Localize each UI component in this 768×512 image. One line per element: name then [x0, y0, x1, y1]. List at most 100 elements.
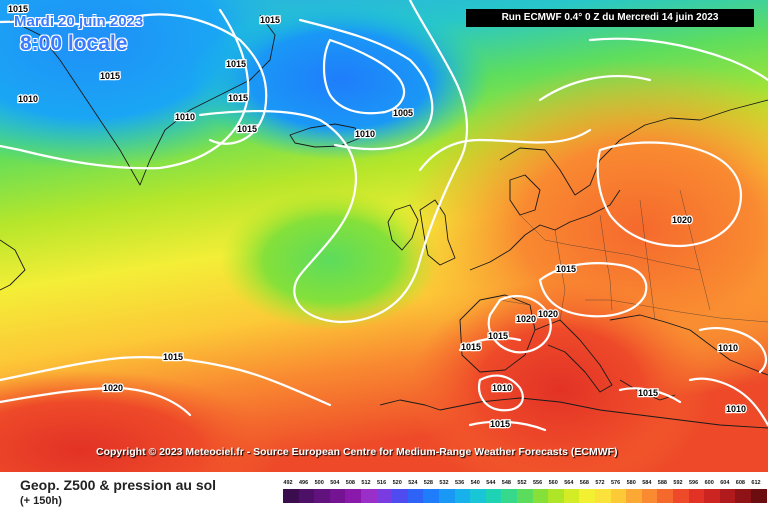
scale-label: 596 — [689, 480, 699, 486]
scale-swatch — [673, 489, 689, 503]
scale-swatch — [345, 489, 361, 503]
isobar-label: 1015 — [461, 342, 481, 352]
scale-label: 536 — [455, 480, 465, 486]
scale-label: 600 — [704, 480, 714, 486]
low-iceland — [190, 0, 490, 160]
isobar-label: 1015 — [488, 331, 508, 341]
copyright-notice: Copyright © 2023 Meteociel.fr - Source E… — [96, 446, 618, 458]
scale-label: 492 — [283, 480, 293, 486]
isobar-label: 1015 — [163, 352, 183, 362]
scale-swatch — [735, 489, 751, 503]
isobar-label: 1020 — [516, 314, 536, 324]
scale-swatch — [704, 489, 720, 503]
scale-label: 524 — [408, 480, 418, 486]
map-title: Geop. Z500 & pression au sol — [20, 477, 217, 493]
isobar-label: 1015 — [8, 4, 28, 14]
scale-label: 552 — [517, 480, 527, 486]
isobar-label: 1015 — [237, 124, 257, 134]
isobar-label: 1015 — [100, 71, 120, 81]
scale-swatch — [657, 489, 673, 503]
scale-swatch — [298, 489, 315, 503]
scale-label: 604 — [720, 480, 730, 486]
scale-swatch — [688, 489, 705, 503]
scale-swatch — [610, 489, 627, 503]
heat-mediterranean — [410, 280, 710, 472]
isobar-label: 1020 — [103, 383, 123, 393]
isobar-label: 1015 — [490, 419, 510, 429]
scale-swatch — [579, 489, 595, 503]
scale-label: 564 — [564, 480, 574, 486]
scale-label: 516 — [377, 480, 387, 486]
scale-label: 592 — [673, 480, 683, 486]
scale-swatch — [329, 489, 346, 503]
scale-label: 504 — [330, 480, 340, 486]
scale-label: 572 — [595, 480, 605, 486]
scale-label: 500 — [314, 480, 324, 486]
isobar-label: 1015 — [556, 264, 576, 274]
trough-atlantic — [220, 190, 440, 330]
scale-swatch — [392, 489, 408, 503]
isobar-label: 1005 — [393, 108, 413, 118]
scale-swatch — [439, 489, 455, 503]
scale-label: 576 — [611, 480, 621, 486]
isobar-label: 1015 — [638, 388, 658, 398]
scale-swatch — [376, 489, 393, 503]
scale-swatch — [470, 489, 486, 503]
scale-swatch — [454, 489, 471, 503]
forecast-date: Mardi 20 juin 2023 — [14, 13, 144, 30]
isobar-label: 1015 — [228, 93, 248, 103]
scale-label: 520 — [392, 480, 402, 486]
scale-label: 588 — [657, 480, 667, 486]
scale-label: 540 — [470, 480, 480, 486]
scale-swatch — [283, 489, 299, 503]
scale-label: 556 — [533, 480, 543, 486]
isobar-label: 1010 — [175, 112, 195, 122]
isobar-label: 1015 — [226, 59, 246, 69]
forecast-lead-time: (+ 150h) — [20, 495, 62, 507]
scale-swatch — [563, 489, 580, 503]
scale-swatch — [719, 489, 736, 503]
isobar-label: 1015 — [260, 15, 280, 25]
scale-swatch — [751, 489, 767, 503]
scale-label: 548 — [501, 480, 511, 486]
isobar-label: 1010 — [492, 383, 512, 393]
scale-swatch — [641, 489, 658, 503]
isobar-label: 1010 — [355, 129, 375, 139]
scale-swatch — [485, 489, 502, 503]
scale-label: 580 — [626, 480, 636, 486]
run-info-banner: Run ECMWF 0.4° 0 Z du Mercredi 14 juin 2… — [466, 9, 754, 27]
scale-label: 528 — [423, 480, 433, 486]
isobar-label: 1020 — [672, 215, 692, 225]
scale-swatch — [407, 489, 424, 503]
scale-label: 544 — [486, 480, 496, 486]
scale-swatch — [532, 489, 549, 503]
scale-swatch — [517, 489, 533, 503]
borders — [499, 189, 768, 323]
scale-label: 496 — [299, 480, 309, 486]
forecast-local-time: 8:00 locale — [20, 32, 128, 55]
scale-label: 532 — [439, 480, 449, 486]
scale-swatch — [314, 489, 330, 503]
geopotential-map: 1015 1015 1015 1010 1015 1015 1010 1015 … — [0, 0, 768, 472]
isobar-label: 1020 — [538, 309, 558, 319]
isobar-label: 1010 — [18, 94, 38, 104]
isobar-labels: 1015 1015 1015 1010 1015 1015 1010 1015 … — [7, 3, 748, 431]
scale-label: 560 — [548, 480, 558, 486]
scale-label: 584 — [642, 480, 652, 486]
scale-swatch — [548, 489, 564, 503]
coastlines — [0, 14, 768, 429]
isobars — [0, 0, 768, 430]
scale-swatch — [361, 489, 377, 503]
isobar-label: 1010 — [726, 404, 746, 414]
scale-label: 612 — [751, 480, 761, 486]
scale-swatch — [501, 489, 517, 503]
scale-swatch — [626, 489, 642, 503]
scale-swatch — [423, 489, 439, 503]
legend-footer: Geop. Z500 & pression au sol (+ 150h) 49… — [0, 472, 768, 512]
heat-subtropical — [0, 370, 280, 472]
scale-label: 608 — [735, 480, 745, 486]
scale-swatch — [595, 489, 611, 503]
scale-label: 508 — [345, 480, 355, 486]
isobar-label: 1010 — [718, 343, 738, 353]
